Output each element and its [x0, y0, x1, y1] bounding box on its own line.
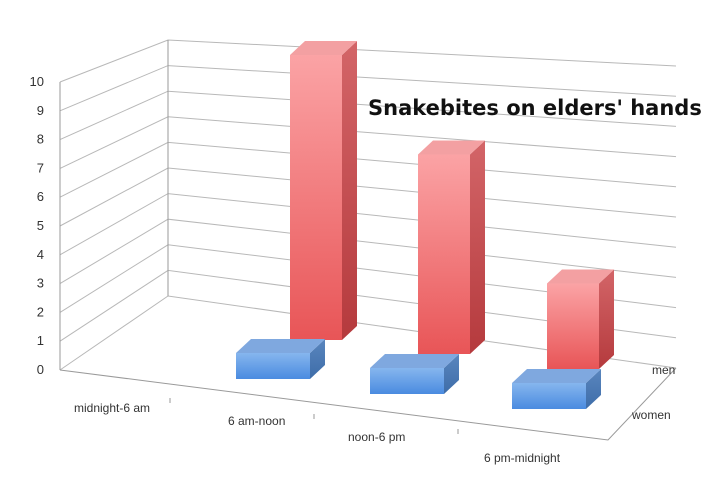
- y-tick-label: 6: [37, 189, 44, 204]
- y-tick-label: 4: [37, 247, 44, 262]
- gridline: [59, 141, 677, 198]
- bar-women-3-side: [586, 369, 601, 409]
- bar-women-3: [512, 369, 601, 409]
- bar-men-3-front: [547, 283, 599, 369]
- floor-outline: [59, 367, 677, 441]
- gridline: [59, 116, 677, 169]
- y-tick-labels: 0 1 2 3 4 5 6 7 8 9 10: [30, 74, 44, 377]
- bar-men-3: [547, 269, 614, 369]
- x-category-label: noon-6 pm: [348, 430, 405, 444]
- series-axis-label: men: [652, 363, 675, 377]
- y-tick-label: 1: [37, 333, 44, 348]
- gridline: [59, 193, 677, 256]
- bar-men-3-side: [599, 269, 614, 369]
- grid-layer: [59, 39, 677, 441]
- bar-men-2-side: [470, 140, 485, 354]
- y-tick-label: 7: [37, 160, 44, 175]
- bar-men-1-front: [290, 55, 342, 340]
- bar-women-2-top: [370, 354, 459, 368]
- bar-men-1-top: [290, 41, 357, 55]
- bar-men-2: [418, 140, 485, 354]
- bar-men-3-top: [547, 269, 614, 284]
- y-tick-label: 9: [37, 103, 44, 118]
- bar-women-3-top: [512, 369, 601, 383]
- bar-women-2-side: [444, 354, 459, 394]
- y-tick-label: 2: [37, 304, 44, 319]
- bar-women-1-front: [236, 353, 310, 379]
- bar-women-2-front: [370, 368, 444, 394]
- y-tick-label: 0: [37, 362, 44, 377]
- y-tick-label: 8: [37, 132, 44, 147]
- bar-men-1-side: [342, 41, 357, 340]
- x-category-label: 6 pm-midnight: [484, 451, 561, 465]
- y-tick-label: 10: [30, 74, 44, 89]
- x-category-label: midnight-6 am: [74, 401, 150, 415]
- gridline: [59, 39, 677, 83]
- y-tick-label: 5: [37, 218, 44, 233]
- bar-women-1: [236, 339, 325, 379]
- chart-title: Snakebites on elders' hands: [368, 96, 702, 120]
- axis-labels: midnight-6 am 6 am-noon noon-6 pm 6 pm-midn…: [74, 363, 675, 465]
- y-tick-label: 3: [37, 276, 44, 291]
- bar-men-1: [290, 41, 357, 340]
- bar-layer: [236, 41, 614, 409]
- bar-men-2-front: [418, 154, 470, 354]
- bar-men-2-top: [418, 140, 485, 155]
- bar-women-2: [370, 354, 459, 394]
- x-category-label: 6 am-noon: [228, 414, 285, 428]
- bar-women-1-side: [310, 339, 325, 379]
- bar-women-3-front: [512, 383, 586, 409]
- series-axis-label: women: [631, 408, 671, 422]
- bar-women-1-top: [236, 339, 325, 353]
- gridline: [59, 167, 677, 227]
